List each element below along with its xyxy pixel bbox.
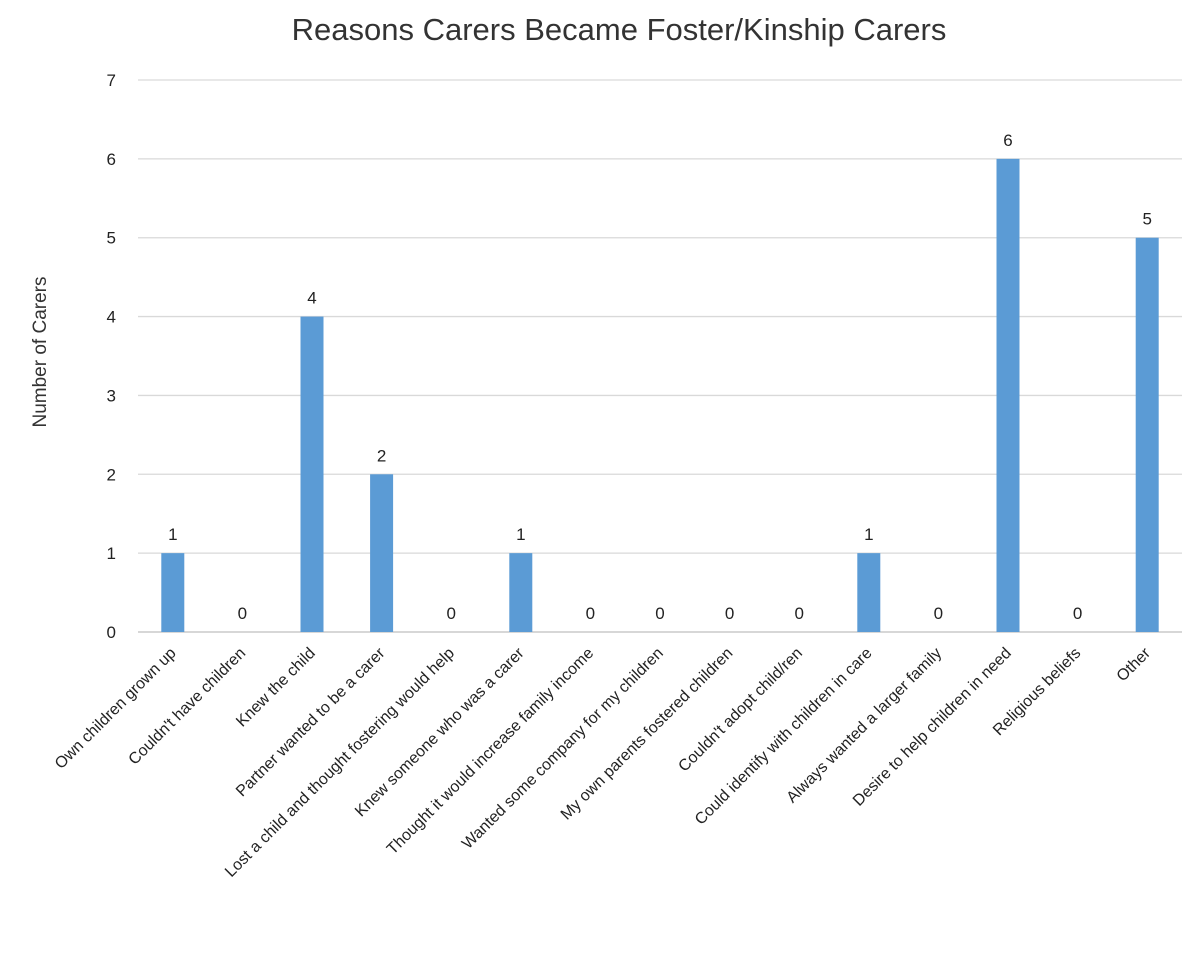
y-tick-label: 7 — [107, 71, 116, 90]
y-tick-label: 3 — [107, 386, 116, 405]
x-tick-label: Other — [1114, 644, 1155, 685]
data-label: 0 — [238, 604, 247, 623]
y-axis-label: Number of Carers — [30, 277, 51, 428]
y-tick-label: 6 — [107, 150, 116, 169]
y-axis-ticks: 0 1 2 3 4 5 6 7 — [107, 71, 116, 642]
data-label: 0 — [655, 604, 664, 623]
y-tick-label: 4 — [107, 308, 116, 327]
bars — [161, 158, 1159, 632]
bar — [509, 553, 533, 632]
y-tick-label: 2 — [107, 465, 116, 484]
x-tick-label: Couldn't adopt child/ren — [675, 645, 806, 776]
x-tick-label: Own children grown up — [52, 645, 180, 773]
data-label: 0 — [794, 604, 803, 623]
y-tick-label: 5 — [107, 229, 116, 248]
data-labels: 1 0 4 2 0 1 0 0 0 0 1 0 6 0 5 — [168, 131, 1152, 623]
data-label: 0 — [586, 604, 595, 623]
bar — [996, 158, 1020, 632]
data-label: 5 — [1142, 210, 1151, 229]
y-tick-label: 1 — [107, 544, 116, 563]
bar — [1135, 237, 1159, 632]
bar — [857, 553, 881, 632]
y-tick-label: 0 — [107, 623, 116, 642]
data-label: 2 — [377, 446, 386, 465]
bar — [300, 316, 324, 632]
data-label: 0 — [725, 604, 734, 623]
x-tick-label: Couldn't have children — [126, 645, 250, 769]
data-label: 1 — [516, 525, 525, 544]
data-label: 0 — [1073, 604, 1082, 623]
chart-title: Reasons Carers Became Foster/Kinship Car… — [292, 12, 947, 47]
data-label: 4 — [307, 289, 316, 308]
data-label: 0 — [934, 604, 943, 623]
data-label: 0 — [446, 604, 455, 623]
data-label: 1 — [864, 525, 873, 544]
gridlines — [138, 79, 1182, 633]
bar — [370, 474, 394, 632]
bar — [161, 553, 185, 632]
x-tick-label: Partner wanted to be a carer — [233, 644, 389, 800]
data-label: 1 — [168, 525, 177, 544]
data-label: 6 — [1003, 131, 1012, 150]
